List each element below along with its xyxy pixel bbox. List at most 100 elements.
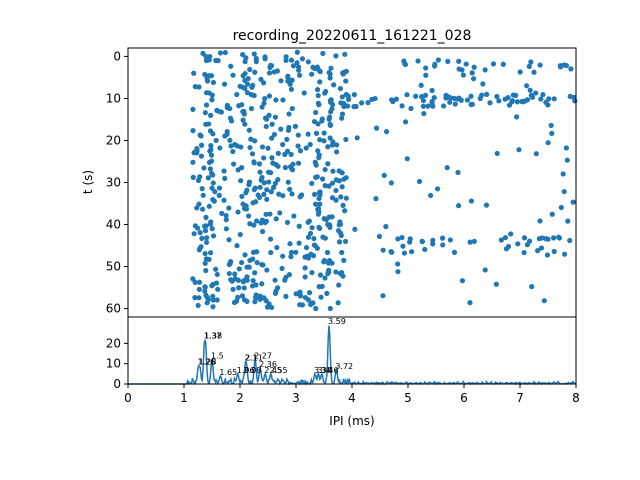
raster-point (339, 170, 345, 176)
raster-point (316, 195, 322, 202)
raster-point (269, 135, 275, 141)
raster-point (524, 242, 530, 248)
raster-point (266, 93, 273, 99)
raster-point (328, 109, 334, 115)
raster-point (303, 244, 310, 251)
raster-point (259, 281, 265, 287)
raster-point (325, 221, 331, 228)
raster-point (538, 245, 545, 251)
raster-point (287, 241, 293, 247)
raster-point (294, 49, 300, 55)
raster-point (244, 264, 250, 270)
raster-point (556, 234, 562, 240)
raster-point (286, 111, 292, 117)
raster-point (206, 159, 213, 165)
raster-point (413, 93, 419, 99)
raster-point (194, 147, 200, 154)
raster-point (209, 185, 215, 191)
raster-point (425, 103, 431, 109)
raster-point (429, 100, 435, 106)
raster-point (285, 78, 291, 84)
raster-point (273, 216, 279, 222)
raster-point (200, 192, 206, 198)
raster-point (305, 59, 311, 65)
raster-point (263, 123, 269, 130)
raster-point (235, 209, 241, 215)
raster-point (236, 285, 242, 291)
raster-point (207, 53, 213, 60)
raster-point (383, 129, 390, 135)
raster-point (242, 85, 248, 91)
ipi-peak-label: 1.28 (199, 358, 217, 367)
raster-point (239, 102, 245, 108)
raster-point (283, 54, 289, 60)
raster-point (516, 147, 522, 153)
raster-point (232, 141, 238, 148)
raster-point (299, 192, 305, 198)
raster-point (320, 50, 326, 57)
raster-point (217, 145, 223, 151)
raster-point (242, 58, 248, 65)
raster-point (328, 65, 334, 71)
raster-point (275, 163, 281, 169)
ipi-peak-label: 1.96 (237, 366, 255, 375)
raster-point (327, 122, 334, 129)
raster-point (467, 300, 473, 306)
raster-point (344, 103, 351, 109)
raster-point (564, 157, 570, 163)
raster-point (205, 175, 211, 181)
raster-point (326, 183, 332, 189)
raster-point (213, 280, 220, 286)
raster-point (341, 176, 347, 182)
raster-point (444, 165, 450, 171)
histogram-x-tick-label: 3 (292, 391, 300, 405)
raster-point (460, 72, 466, 78)
ipi-peak-label: 2.11 (245, 354, 263, 363)
raster-point (524, 83, 530, 89)
raster-point (395, 269, 401, 275)
raster-point (289, 191, 295, 197)
raster-point (333, 269, 339, 275)
raster-y-tick-label: 30 (106, 176, 121, 190)
raster-point (514, 114, 520, 120)
raster-point (277, 210, 283, 216)
raster-point (316, 67, 322, 73)
raster-point (191, 70, 197, 76)
raster-point (456, 95, 462, 101)
raster-point (250, 82, 256, 88)
raster-point (255, 192, 261, 198)
raster-point (237, 231, 243, 238)
raster-point (198, 153, 205, 159)
histogram-x-axis-label: IPI (ms) (329, 414, 374, 428)
raster-point (239, 165, 245, 171)
raster-point (239, 193, 245, 200)
raster-point (198, 133, 204, 139)
raster-point (210, 233, 217, 239)
histogram-x-tick-label: 1 (180, 391, 188, 405)
histogram-y-tick-label: 0 (113, 377, 121, 391)
raster-point (252, 299, 258, 305)
raster-point (329, 180, 336, 186)
raster-point (339, 94, 345, 100)
ipi-peak-label: 2.36 (259, 360, 277, 369)
ipi-peak-label: 2.08 (243, 366, 261, 375)
raster-point (354, 135, 360, 141)
ipi-peak-label: 2.45 (264, 366, 282, 375)
raster-point (322, 275, 328, 281)
raster-point (544, 252, 551, 258)
raster-point (269, 304, 275, 311)
raster-point (272, 290, 279, 297)
raster-point (351, 92, 357, 98)
raster-point (313, 201, 319, 207)
raster-point (214, 297, 220, 303)
raster-point (253, 199, 259, 205)
raster-point (467, 239, 473, 245)
raster-point (289, 167, 296, 173)
raster-point (317, 137, 323, 143)
raster-point (228, 118, 235, 124)
raster-point (239, 293, 246, 299)
raster-point (307, 141, 313, 148)
raster-point (423, 72, 429, 78)
raster-point (312, 159, 318, 165)
raster-point (222, 49, 228, 56)
